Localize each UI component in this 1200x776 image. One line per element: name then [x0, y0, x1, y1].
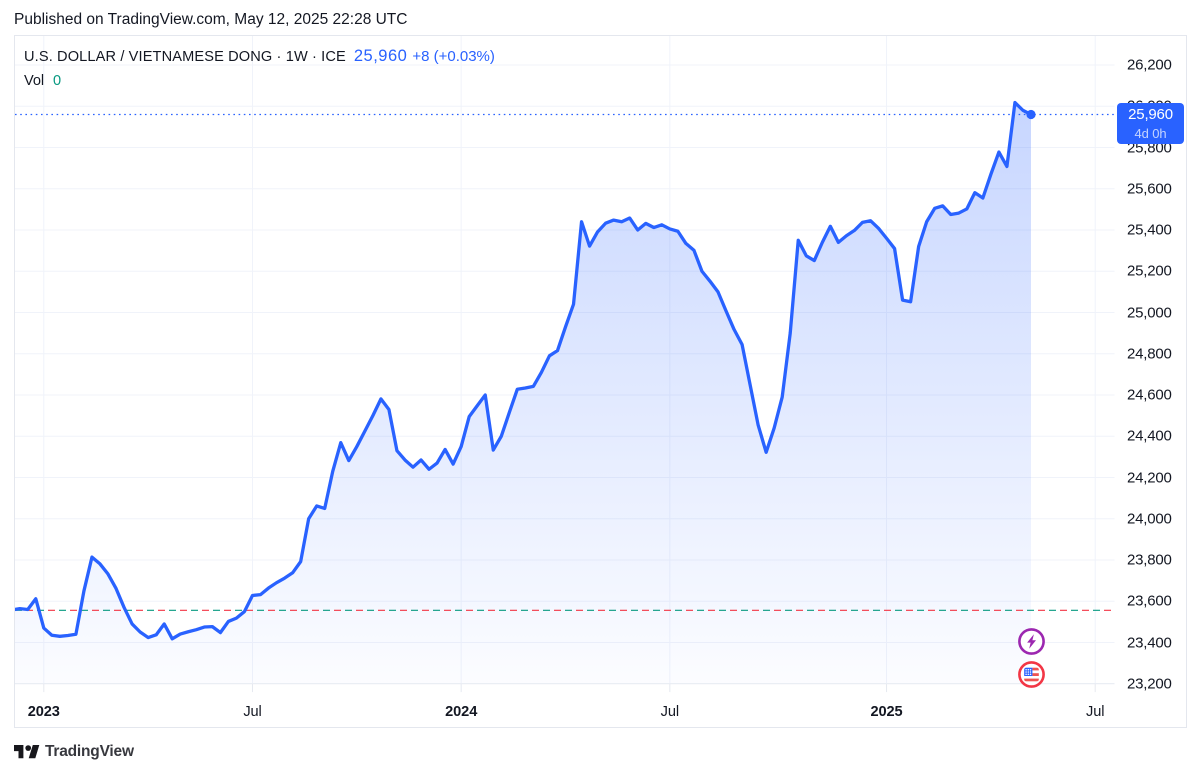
time-axis-label: Jul [1086, 704, 1105, 720]
series [15, 100, 1115, 684]
price-axis-label: 23,600 [1127, 592, 1172, 610]
time-axis-label: Jul [243, 704, 262, 720]
brand-name: TradingView [45, 743, 134, 760]
price-axis-label: 24,200 [1127, 469, 1172, 486]
chart-widget: U.S. DOLLAR / VIETNAMESE DONG · 1W · ICE… [14, 35, 1187, 728]
last-price-tag: 25,960 4d 0h [1117, 103, 1184, 144]
bar-countdown: 4d 0h [1134, 126, 1167, 141]
price-axis-label: 24,400 [1127, 427, 1172, 445]
legend-symbol-row: U.S. DOLLAR / VIETNAMESE DONG · 1W · ICE… [24, 44, 495, 69]
price-axis-label: 23,200 [1127, 675, 1172, 693]
chart-legend: U.S. DOLLAR / VIETNAMESE DONG · 1W · ICE… [24, 44, 495, 93]
time-axis-label: Jul [660, 704, 679, 720]
time-axis-label: 2024 [445, 704, 478, 720]
price-axis-label: 24,000 [1127, 510, 1172, 528]
area-fill [15, 102, 1031, 684]
price-axis-label: 25,200 [1127, 262, 1172, 280]
last-price-tag-value: 25,960 [1128, 106, 1173, 123]
last-point-marker [1026, 109, 1036, 120]
price-line [15, 100, 1033, 641]
volume-value: 0 [53, 73, 62, 89]
legend-volume-row: Vol 0 [24, 69, 495, 93]
tradingview-logo[interactable]: TradingView [14, 743, 134, 761]
volume-label[interactable]: Vol [24, 73, 44, 89]
price-axis-label: 23,400 [1127, 634, 1172, 651]
price-axis-label: 26,200 [1127, 56, 1172, 74]
price-axis-label: 24,600 [1127, 386, 1172, 404]
price-axis-label: 25,000 [1127, 304, 1172, 321]
legend-last-price: 25,960 [353, 47, 408, 65]
tradingview-logo-icon [14, 745, 40, 759]
price-axis-label: 23,800 [1127, 551, 1172, 569]
lightning-bolt-event-icon[interactable] [1018, 628, 1045, 660]
price-axis-label: 25,600 [1127, 180, 1172, 198]
published-caption: Published on TradingView.com, May 12, 20… [14, 11, 408, 28]
price-chart-canvas[interactable] [15, 36, 1186, 727]
time-axis-label: 2025 [870, 704, 903, 720]
legend-change: +8 (+0.03%) [412, 48, 495, 65]
time-axis-label: 2023 [27, 704, 60, 720]
us-flag-event-icon[interactable] [1018, 661, 1045, 693]
price-axis-label: 25,400 [1127, 221, 1172, 239]
symbol-title[interactable]: U.S. DOLLAR / VIETNAMESE DONG · 1W · ICE [24, 49, 346, 65]
price-axis-label: 24,800 [1127, 345, 1172, 363]
